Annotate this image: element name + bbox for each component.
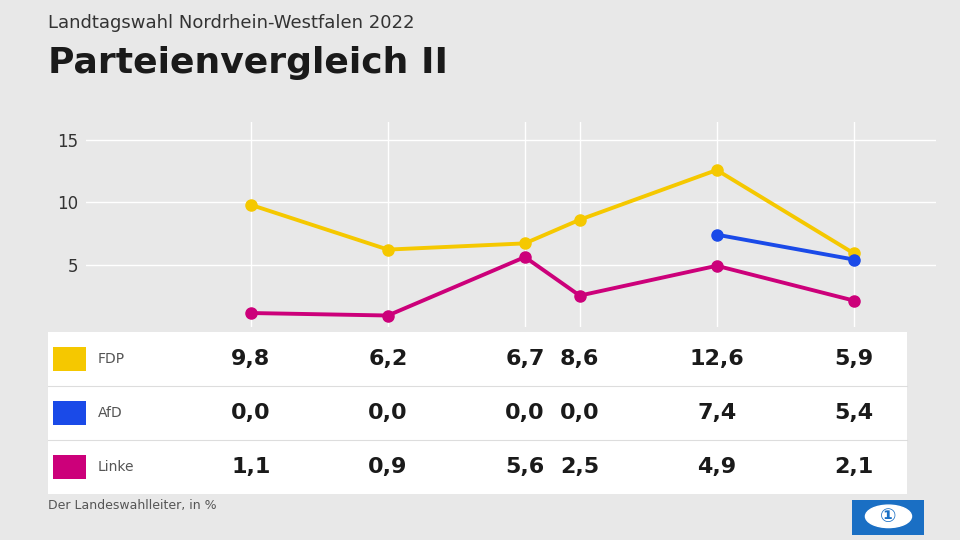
Text: 0,0: 0,0 [505, 403, 544, 423]
Text: 0,0: 0,0 [231, 403, 271, 423]
Text: 6,2: 6,2 [369, 349, 407, 369]
Text: ①: ① [880, 507, 897, 526]
Text: 4,9: 4,9 [697, 457, 736, 477]
Text: 0,0: 0,0 [368, 403, 408, 423]
Text: 5,9: 5,9 [834, 349, 874, 369]
Text: 2,1: 2,1 [834, 457, 874, 477]
Text: 1,1: 1,1 [231, 457, 271, 477]
Text: 6,7: 6,7 [505, 349, 544, 369]
Text: Der Landeswahlleiter, in %: Der Landeswahlleiter, in % [48, 500, 217, 512]
Text: 8,6: 8,6 [560, 349, 599, 369]
Text: 9,8: 9,8 [231, 349, 271, 369]
FancyBboxPatch shape [848, 497, 929, 537]
Text: FDP: FDP [98, 352, 125, 366]
Text: 5,4: 5,4 [834, 403, 874, 423]
Text: Linke: Linke [98, 460, 134, 474]
Text: Parteienvergleich II: Parteienvergleich II [48, 46, 448, 80]
Text: 2,5: 2,5 [560, 457, 599, 477]
Circle shape [866, 505, 912, 528]
Text: Landtagswahl Nordrhein-Westfalen 2022: Landtagswahl Nordrhein-Westfalen 2022 [48, 14, 415, 31]
Text: AfD: AfD [98, 406, 123, 420]
Text: 7,4: 7,4 [697, 403, 736, 423]
Text: 0,9: 0,9 [369, 457, 408, 477]
Text: 0,0: 0,0 [560, 403, 600, 423]
Text: 12,6: 12,6 [689, 349, 744, 369]
Text: 5,6: 5,6 [505, 457, 544, 477]
